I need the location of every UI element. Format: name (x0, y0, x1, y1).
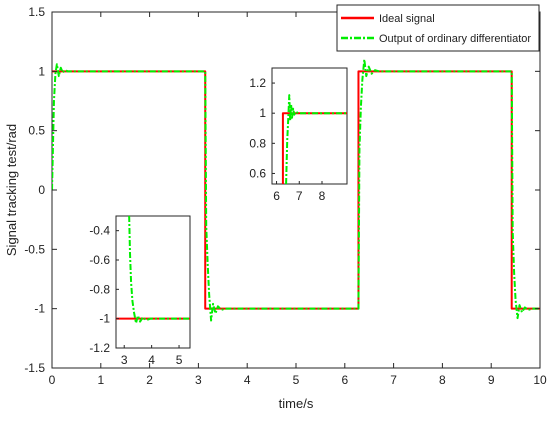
legend-label-differentiator-output: Output of ordinary differentiator (379, 33, 531, 45)
main-x-tick-label: 6 (341, 373, 348, 387)
inset-bottom-series-group (116, 216, 190, 325)
inset-top-x-tick-label: 7 (296, 189, 303, 203)
inset-top-series-group (281, 94, 347, 184)
inset-bottom-tick-group: 3 4 5 -1.2 -1 -0.8 -0.6 -0.4 (89, 224, 182, 367)
main-x-tick-label: 1 (97, 373, 104, 387)
inset-top-x-tick-label: 6 (273, 189, 280, 203)
inset-top-y-tick-label: 1 (259, 106, 266, 120)
inset-top-series-output-of-ordinary-differentiator (285, 94, 347, 184)
legend: Ideal signal Output of ordinary differen… (336, 4, 540, 52)
main-y-tick-label: -0.5 (24, 242, 45, 256)
inset-bottom-series-output-of-ordinary-differentiator (128, 216, 190, 325)
inset-top-y-tick-label: 0.6 (249, 166, 266, 180)
main-x-tick-label: 8 (439, 373, 446, 387)
main-x-tick-label: 5 (293, 373, 300, 387)
main-y-tick-label: -1.5 (24, 361, 45, 375)
main-y-tick-label: 0.5 (28, 124, 45, 138)
inset-top-plot: 6 7 8 0.6 0.8 1 1.2 (249, 67, 348, 203)
inset-top-tick-group: 6 7 8 0.6 0.8 1 1.2 (249, 76, 325, 203)
inset-top-y-tick-label: 0.8 (249, 136, 266, 150)
main-x-tick-label: 10 (533, 373, 547, 387)
main-y-tick-label: 1 (38, 64, 45, 78)
inset-top-frame (271, 67, 348, 185)
inset-bottom-x-tick-label: 5 (176, 353, 183, 367)
inset-bottom-y-tick-label: -1 (99, 312, 110, 326)
legend-box (336, 4, 540, 52)
main-plot: 0 1 2 3 4 5 6 7 8 9 10 -1.5 -1 -0.5 0 0.5 1 1.5 time/s Si… (4, 5, 547, 411)
inset-bottom-x-tick-label: 4 (148, 353, 155, 367)
inset-bottom-y-tick-label: -0.8 (89, 282, 110, 296)
main-series-group (52, 58, 540, 322)
main-y-tick-label: 1.5 (28, 5, 45, 19)
main-y-tick-label: -1 (34, 302, 45, 316)
inset-bottom-frame (115, 215, 191, 349)
main-tick-group: 0 1 2 3 4 5 6 7 8 9 10 -1.5 -1 -0.5 0 0.5 1 1.5 (24, 5, 547, 387)
main-series-output-of-ordinary-differentiator (52, 58, 540, 322)
main-x-tick-label: 0 (49, 373, 56, 387)
inset-bottom-plot: 3 4 5 -1.2 -1 -0.8 -0.6 -0.4 (89, 215, 191, 367)
inset-top-y-tick-label: 1.2 (249, 76, 266, 90)
main-x-tick-label: 4 (244, 373, 251, 387)
inset-bottom-y-tick-label: -0.6 (89, 253, 110, 267)
main-x-tick-label: 3 (195, 373, 202, 387)
main-x-tick-label: 7 (390, 373, 397, 387)
main-x-tick-label: 9 (488, 373, 495, 387)
inset-bottom-y-tick-label: -0.4 (89, 224, 110, 238)
inset-bottom-x-tick-label: 3 (121, 353, 128, 367)
inset-top-x-tick-label: 8 (319, 189, 326, 203)
main-y-tick-label: 0 (38, 183, 45, 197)
main-series-ideal-signal (52, 70, 540, 310)
main-x-tick-label: 2 (146, 373, 153, 387)
y-axis-label: Signal tracking test/rad (4, 124, 19, 256)
legend-label-ideal-signal: Ideal signal (379, 13, 435, 25)
x-axis-label: time/s (279, 396, 314, 411)
inset-bottom-y-tick-label: -1.2 (89, 341, 110, 355)
